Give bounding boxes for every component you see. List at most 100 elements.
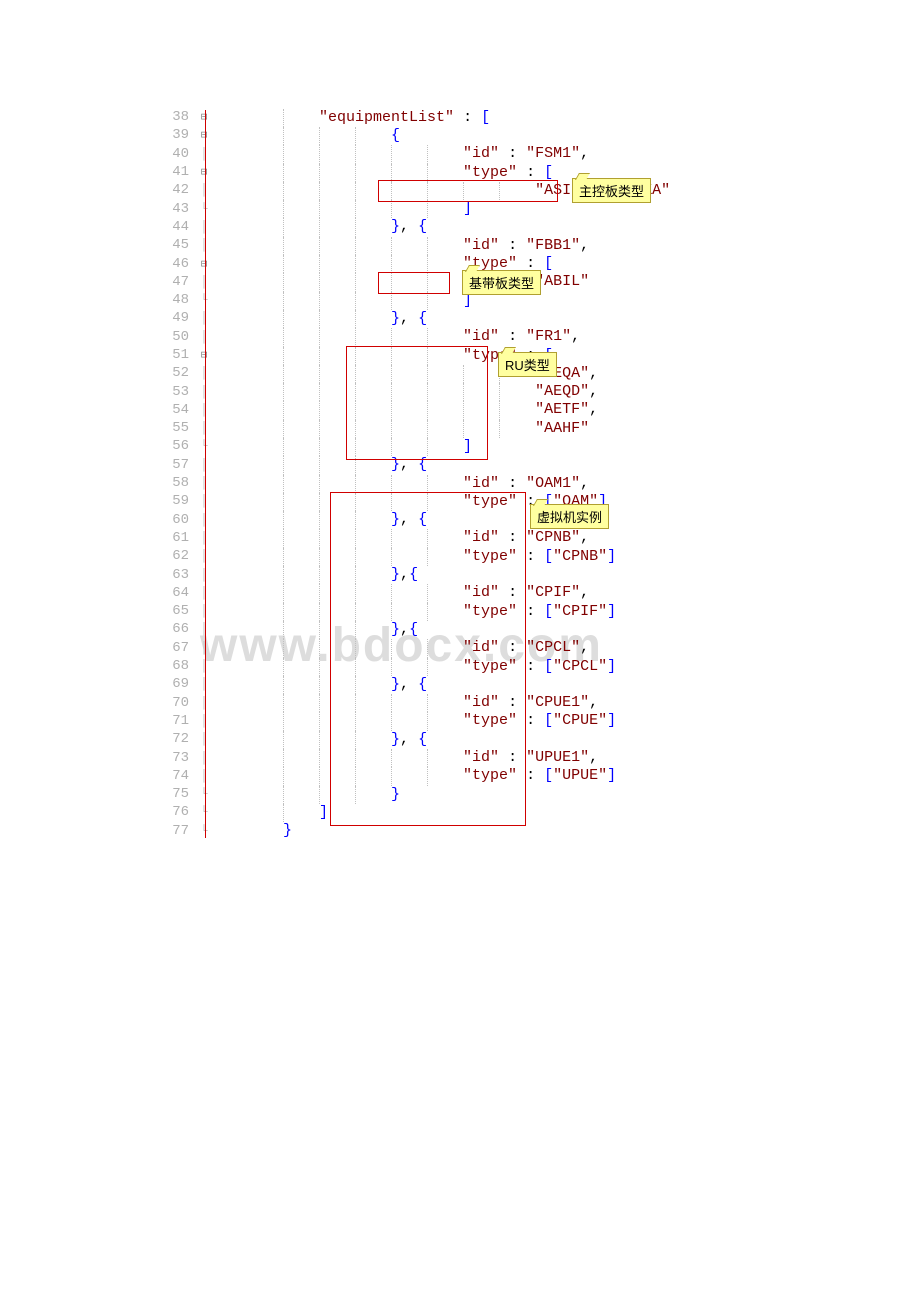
fold-marker[interactable] — [197, 220, 211, 234]
code-line: 76 ] — [144, 803, 784, 821]
fold-marker[interactable] — [197, 330, 211, 344]
code-line: 74 "type" : ["UPUE"] — [144, 767, 784, 785]
fold-marker[interactable] — [197, 275, 211, 289]
code-line: 40 "id" : "FSM1", — [144, 145, 784, 163]
fold-marker[interactable] — [197, 366, 211, 380]
code-text: ] — [211, 200, 472, 217]
code-text: "type" : ["CPCL"] — [211, 658, 616, 675]
fold-marker[interactable] — [197, 257, 211, 271]
fold-red-bar — [205, 110, 206, 838]
line-number: 77 — [144, 823, 197, 839]
fold-marker[interactable] — [197, 659, 211, 673]
code-line: 59 "type" : ["OAM"] — [144, 492, 784, 510]
fold-marker[interactable] — [197, 293, 211, 307]
fold-marker[interactable] — [197, 805, 211, 819]
line-number: 48 — [144, 292, 197, 308]
line-number: 55 — [144, 420, 197, 436]
line-number: 42 — [144, 182, 197, 198]
fold-marker[interactable] — [197, 439, 211, 453]
fold-marker[interactable] — [197, 183, 211, 197]
fold-marker[interactable] — [197, 549, 211, 563]
code-text: "type" : ["CPUE"] — [211, 712, 616, 729]
code-text: "id" : "CPNB", — [211, 529, 589, 546]
code-text: } — [211, 786, 400, 803]
line-number: 63 — [144, 567, 197, 583]
callout-baseband: 基带板类型 — [462, 270, 541, 295]
fold-marker[interactable] — [197, 147, 211, 161]
line-number: 52 — [144, 365, 197, 381]
line-number: 66 — [144, 621, 197, 637]
fold-marker[interactable] — [197, 202, 211, 216]
code-text: }, { — [211, 218, 427, 235]
code-text: }, { — [211, 511, 427, 528]
fold-marker[interactable] — [197, 238, 211, 252]
code-line: 73 "id" : "UPUE1", — [144, 748, 784, 766]
code-line: 60 }, { — [144, 511, 784, 529]
fold-marker[interactable] — [197, 622, 211, 636]
line-number: 57 — [144, 457, 197, 473]
code-line: 51 "type" : [ — [144, 346, 784, 364]
code-line: 50 "id" : "FR1", — [144, 328, 784, 346]
fold-marker[interactable] — [197, 165, 211, 179]
code-line: 70 "id" : "CPUE1", — [144, 694, 784, 712]
line-number: 54 — [144, 402, 197, 418]
fold-marker[interactable] — [197, 568, 211, 582]
fold-marker[interactable] — [197, 421, 211, 435]
line-number: 60 — [144, 512, 197, 528]
fold-marker[interactable] — [197, 458, 211, 472]
code-text: },{ — [211, 566, 418, 583]
fold-marker[interactable] — [197, 769, 211, 783]
fold-marker[interactable] — [197, 586, 211, 600]
fold-marker[interactable] — [197, 348, 211, 362]
line-number: 50 — [144, 329, 197, 345]
code-line: 56 ] — [144, 437, 784, 455]
code-line: 75 } — [144, 785, 784, 803]
fold-marker[interactable] — [197, 696, 211, 710]
fold-marker[interactable] — [197, 311, 211, 325]
fold-marker[interactable] — [197, 604, 211, 618]
line-number: 46 — [144, 256, 197, 272]
fold-marker[interactable] — [197, 641, 211, 655]
code-editor: 38 "equipmentList" : [39 {40 "id" : "FSM… — [144, 108, 784, 840]
line-number: 67 — [144, 640, 197, 656]
code-line: 64 "id" : "CPIF", — [144, 584, 784, 602]
fold-marker[interactable] — [197, 494, 211, 508]
code-line: 57 }, { — [144, 456, 784, 474]
fold-marker[interactable] — [197, 403, 211, 417]
code-text: "id" : "OAM1", — [211, 475, 589, 492]
code-line: 43 ] — [144, 199, 784, 217]
fold-marker[interactable] — [197, 531, 211, 545]
code-line: 69 }, { — [144, 675, 784, 693]
code-line: 45 "id" : "FBB1", — [144, 236, 784, 254]
code-line: 71 "type" : ["CPUE"] — [144, 712, 784, 730]
fold-marker[interactable] — [197, 732, 211, 746]
code-text: "id" : "FSM1", — [211, 145, 589, 162]
line-number: 51 — [144, 347, 197, 363]
fold-marker[interactable] — [197, 824, 211, 838]
line-number: 56 — [144, 438, 197, 454]
fold-marker[interactable] — [197, 787, 211, 801]
fold-marker[interactable] — [197, 677, 211, 691]
line-number: 45 — [144, 237, 197, 253]
code-line: 54 "AETF", — [144, 401, 784, 419]
code-text: }, { — [211, 676, 427, 693]
fold-marker[interactable] — [197, 110, 211, 124]
callout-main-board: 主控板类型 — [572, 178, 651, 203]
code-line: 68 "type" : ["CPCL"] — [144, 657, 784, 675]
code-line: 44 }, { — [144, 218, 784, 236]
code-text: ] — [211, 438, 472, 455]
line-number: 71 — [144, 713, 197, 729]
code-line: 58 "id" : "OAM1", — [144, 474, 784, 492]
fold-marker[interactable] — [197, 714, 211, 728]
line-number: 38 — [144, 109, 197, 125]
fold-marker[interactable] — [197, 513, 211, 527]
fold-marker[interactable] — [197, 476, 211, 490]
line-number: 53 — [144, 384, 197, 400]
fold-marker[interactable] — [197, 385, 211, 399]
fold-marker[interactable] — [197, 751, 211, 765]
code-text: },{ — [211, 621, 418, 638]
code-line: 67 "id" : "CPCL", — [144, 639, 784, 657]
code-line: 42 "ASIK", "ASIKA" — [144, 181, 784, 199]
fold-marker[interactable] — [197, 128, 211, 142]
line-number: 61 — [144, 530, 197, 546]
